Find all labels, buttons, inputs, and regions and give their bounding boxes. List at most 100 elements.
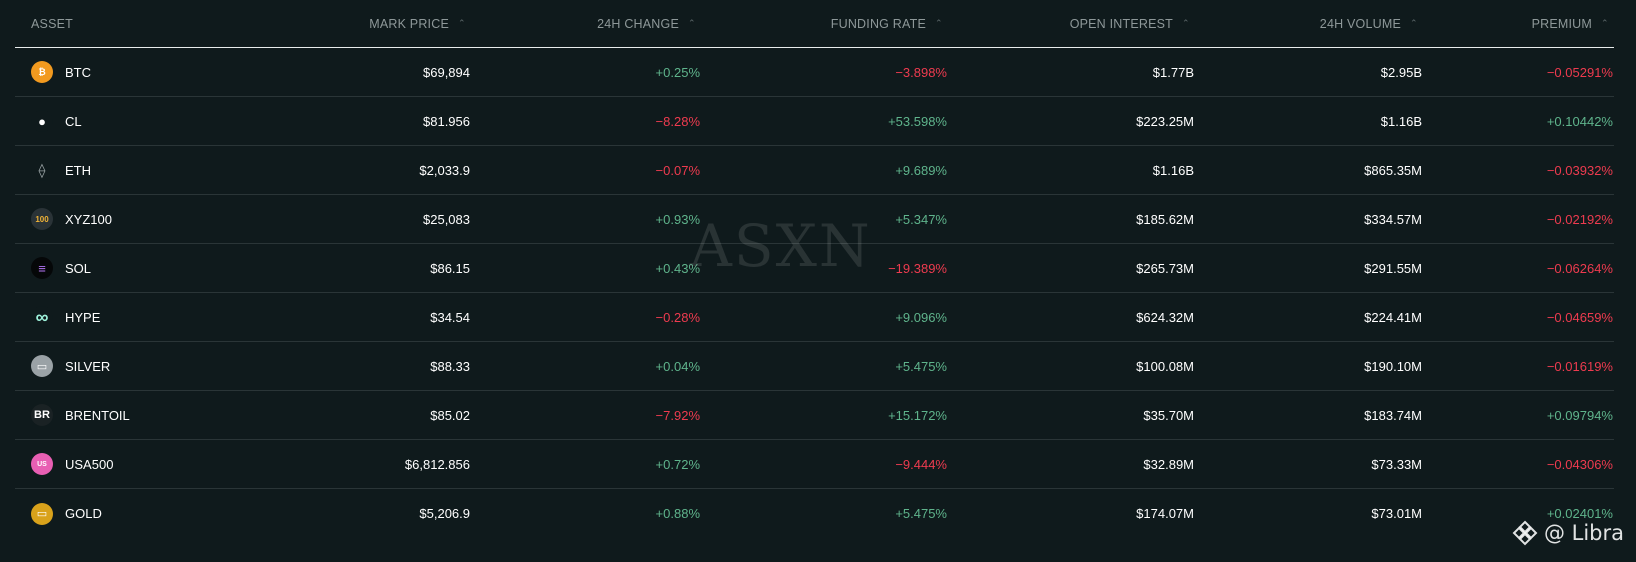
table-row[interactable]: ⟠ ETH $2,033.9 −0.07% +9.689% $1.16B $865.35M −… [15, 146, 1614, 195]
col-funding-rate-label: FUNDING RATE [830, 16, 926, 31]
funding-rate-cell: +5.475% [895, 506, 947, 521]
funding-rate-cell: +5.347% [895, 211, 947, 227]
asset-cell: ⟠ ETH [15, 159, 255, 181]
table-row[interactable]: ≡ SOL $86.15 +0.43% −19.389% $265.73M $291.55M… [15, 244, 1614, 293]
change-24h-cell: +0.43% [655, 260, 700, 276]
change-24h-cell: −0.28% [655, 309, 700, 325]
change-24h-cell: +0.25% [655, 64, 700, 80]
funding-rate-cell: +53.598% [888, 113, 947, 129]
open-interest-cell: $35.70M [1143, 407, 1194, 423]
col-premium[interactable]: PREMIUM ⌃ [1422, 17, 1613, 31]
col-asset[interactable]: ASSET [15, 17, 255, 31]
sort-chevron-icon: ⌃ [458, 18, 466, 28]
volume-24h-cell: $2.95B [1380, 64, 1422, 80]
oil-drop-icon: ● [31, 110, 53, 132]
col-24h-volume[interactable]: 24H VOLUME ⌃ [1194, 17, 1422, 31]
sort-chevron-icon: ⌃ [1182, 18, 1190, 28]
asset-cell: BR BRENTOIL [15, 404, 255, 426]
premium-cell: −0.04306% [1546, 456, 1613, 472]
col-24h-change-label: 24H CHANGE [597, 16, 679, 31]
premium-cell: −0.01619% [1546, 358, 1613, 374]
asset-cell: ● CL [15, 110, 255, 132]
open-interest-cell: $223.25M [1136, 113, 1194, 129]
asset-cell: ₿ BTC [15, 61, 255, 83]
diamond-logo-icon [1512, 520, 1538, 546]
funding-rate-cell: +15.172% [888, 407, 947, 423]
col-mark-price-label: MARK PRICE [369, 16, 449, 31]
table-row[interactable]: ▭ SILVER $88.33 +0.04% +5.475% $100.08M $190.1… [15, 342, 1614, 391]
asset-name: ETH [65, 162, 91, 178]
col-premium-label: PREMIUM [1531, 16, 1592, 31]
premium-cell: −0.06264% [1546, 260, 1613, 276]
usa500-icon: US [31, 453, 53, 475]
solana-icon: ≡ [31, 257, 53, 279]
col-funding-rate[interactable]: FUNDING RATE ⌃ [700, 17, 947, 31]
table-row[interactable]: ∞ HYPE $34.54 −0.28% +9.096% $624.32M $224.41M… [15, 293, 1614, 342]
change-24h-cell: +0.93% [655, 211, 700, 227]
premium-cell: −0.05291% [1546, 64, 1613, 80]
change-24h-cell: −0.07% [655, 162, 700, 178]
asset-cell: ▭ SILVER [15, 355, 255, 377]
volume-24h-cell: $291.55M [1364, 260, 1422, 276]
volume-24h-cell: $224.41M [1364, 309, 1422, 325]
col-open-interest-label: OPEN INTEREST [1069, 16, 1173, 31]
change-24h-cell: +0.04% [655, 358, 700, 374]
volume-24h-cell: $190.10M [1364, 358, 1422, 374]
premium-cell: +0.02401% [1546, 506, 1613, 521]
mark-price-cell: $5,206.9 [419, 506, 470, 521]
asset-name: CL [65, 113, 82, 129]
asset-name: GOLD [65, 506, 102, 521]
premium-cell: −0.03932% [1546, 162, 1613, 178]
col-mark-price[interactable]: MARK PRICE ⌃ [255, 17, 470, 31]
change-24h-cell: −8.28% [655, 113, 700, 129]
open-interest-cell: $174.07M [1136, 506, 1194, 521]
asset-name: XYZ100 [65, 211, 112, 227]
open-interest-cell: $32.89M [1143, 456, 1194, 472]
change-24h-cell: +0.88% [655, 506, 700, 521]
sort-chevron-icon: ⌃ [1601, 18, 1609, 28]
mark-price-cell: $25,083 [423, 211, 470, 227]
table-row[interactable]: 100 XYZ100 $25,083 +0.93% +5.347% $185.62M $33… [15, 195, 1614, 244]
volume-24h-cell: $183.74M [1364, 407, 1422, 423]
funding-rate-cell: +9.689% [895, 162, 947, 178]
premium-cell: −0.02192% [1546, 211, 1613, 227]
open-interest-cell: $1.16B [1152, 162, 1194, 178]
asset-cell: US USA500 [15, 453, 255, 475]
xyz100-icon: 100 [31, 208, 53, 230]
table-row[interactable]: BR BRENTOIL $85.02 −7.92% +15.172% $35.70M $18… [15, 391, 1614, 440]
sort-chevron-icon: ⌃ [688, 18, 696, 28]
open-interest-cell: $624.32M [1136, 309, 1194, 325]
brand-mark: @ Libra [1512, 520, 1624, 546]
open-interest-cell: $100.08M [1136, 358, 1194, 374]
sort-chevron-icon: ⌃ [935, 18, 943, 28]
asset-cell: ≡ SOL [15, 257, 255, 279]
table-row[interactable]: ▭ GOLD $5,206.9 +0.88% +5.475% $174.07M $73.01… [15, 489, 1614, 538]
mark-price-cell: $69,894 [423, 64, 470, 80]
sort-chevron-icon: ⌃ [1410, 18, 1418, 28]
change-24h-cell: −7.92% [655, 407, 700, 423]
table-row[interactable]: ₿ BTC $69,894 +0.25% −3.898% $1.77B $2.95B −0.0… [15, 48, 1614, 97]
brand-text: @ Libra [1543, 521, 1624, 545]
asset-cell: 100 XYZ100 [15, 208, 255, 230]
funding-rate-cell: +9.096% [895, 309, 947, 325]
col-open-interest[interactable]: OPEN INTEREST ⌃ [947, 17, 1194, 31]
asset-name: SILVER [65, 358, 111, 374]
mark-price-cell: $85.02 [430, 407, 470, 423]
asset-cell: ▭ GOLD [15, 502, 255, 525]
mark-price-cell: $81.956 [423, 113, 470, 129]
table-header: ASSET MARK PRICE ⌃ 24H CHANGE ⌃ FUNDING RA… [15, 0, 1614, 48]
table-row[interactable]: ● CL $81.956 −8.28% +53.598% $223.25M $1.16B +0… [15, 97, 1614, 146]
open-interest-cell: $1.77B [1152, 64, 1194, 80]
funding-rate-cell: +5.475% [895, 358, 947, 374]
col-24h-change[interactable]: 24H CHANGE ⌃ [470, 17, 700, 31]
table-row[interactable]: US USA500 $6,812.856 +0.72% −9.444% $32.89M $7… [15, 440, 1614, 489]
volume-24h-cell: $334.57M [1364, 211, 1422, 227]
change-24h-cell: +0.72% [655, 456, 700, 472]
asset-name: USA500 [65, 456, 114, 472]
table-body: ₿ BTC $69,894 +0.25% −3.898% $1.77B $2.95B −0.0… [15, 48, 1614, 538]
mark-price-cell: $2,033.9 [419, 162, 470, 178]
premium-cell: +0.09794% [1546, 407, 1613, 423]
market-table: ASSET MARK PRICE ⌃ 24H CHANGE ⌃ FUNDING RA… [15, 0, 1614, 538]
silver-bars-icon: ▭ [31, 355, 53, 377]
volume-24h-cell: $73.33M [1371, 456, 1422, 472]
